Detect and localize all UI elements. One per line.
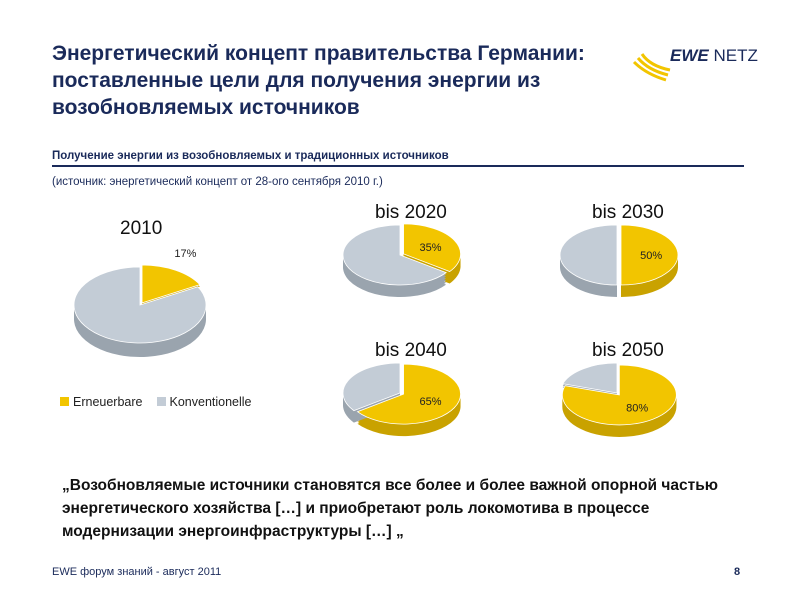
logo-swoosh-icon	[632, 53, 671, 82]
logo-text: NETZ	[713, 46, 758, 65]
ewe-netz-logo: EWE NETZ	[632, 44, 772, 84]
pie-data-label: 35%	[419, 242, 441, 254]
legend-swatch	[60, 397, 69, 406]
chart-title-2050: bis 2050	[592, 340, 664, 361]
page-number: 8	[734, 566, 741, 578]
pie-slice-konventionelle	[559, 224, 618, 286]
pie-data-label: 65%	[419, 396, 441, 408]
pie-slice-erneuerbare	[141, 264, 201, 304]
pie-slice-konventionelle	[73, 266, 207, 344]
pie-slice-erneuerbare	[356, 363, 461, 425]
footer-text: EWE форум знаний - август 2011	[52, 566, 222, 578]
pie-data-label: 80%	[626, 403, 648, 415]
pie-slice-erneuerbare	[403, 223, 461, 272]
legend-swatch	[156, 397, 166, 406]
logo-text-bold: EWE	[670, 46, 709, 65]
legend-item-erneuerbare: Erneuerbare	[60, 395, 143, 409]
chart-title-2010: 2010	[120, 218, 163, 239]
legend-item-konventionelle: Konventionelle	[156, 395, 252, 409]
chart-title-2040: bis 2040	[375, 340, 447, 361]
pie-slice-konventionelle	[342, 224, 447, 286]
section-subtitle: Получение энергии из возобновляемых и тр…	[52, 150, 744, 167]
slide-title: Энергетический концепт правительства Гер…	[52, 42, 585, 119]
chart-title-2020: bis 2020	[375, 202, 447, 223]
legend-label: Konventionelle	[169, 395, 252, 409]
pie-slice-erneuerbare	[561, 364, 677, 426]
pie-slice-konventionelle	[562, 362, 618, 394]
pie-slice-konventionelle	[342, 362, 401, 412]
chart-legend: Erneuerbare Konventionelle	[60, 395, 252, 409]
pie-slice-erneuerbare	[620, 224, 679, 286]
pie-data-label: 17%	[174, 248, 196, 260]
chart-title-2030: bis 2030	[592, 202, 664, 223]
quote: „Возобновляемые источники становятся все…	[62, 477, 718, 540]
source-note: (источник: энергетический концепт от 28-…	[52, 176, 383, 188]
pie-data-label: 50%	[640, 250, 662, 262]
legend-label: Erneuerbare	[73, 395, 143, 409]
